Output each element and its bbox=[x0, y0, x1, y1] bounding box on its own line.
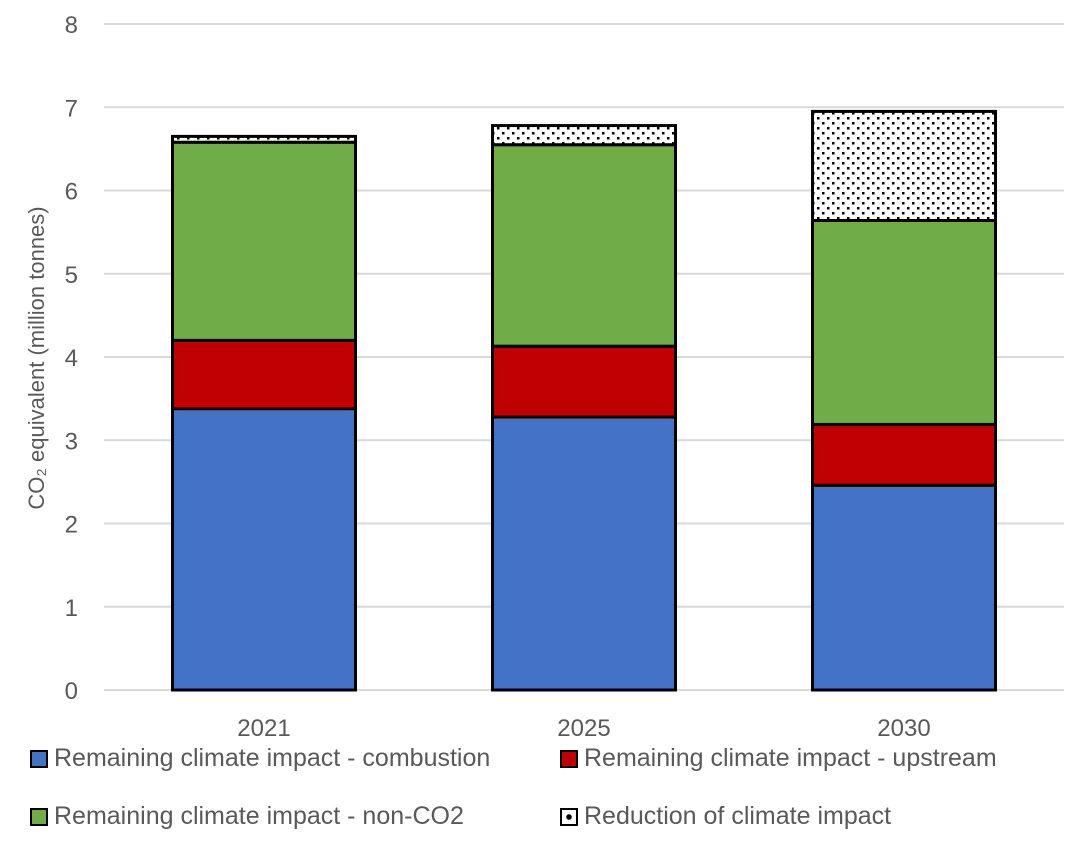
bar-segment bbox=[811, 109, 997, 222]
legend-label: Reduction of climate impact bbox=[584, 802, 892, 830]
x-tick-label: 2030 bbox=[877, 715, 930, 740]
y-tick-label: 4 bbox=[65, 345, 78, 372]
y-tick-label: 2 bbox=[65, 512, 78, 539]
y-tick-label: 7 bbox=[65, 95, 78, 122]
y-axis-title: CO₂ equivalent (million tonnes) bbox=[24, 206, 49, 509]
legend-label: Remaining climate impact - combustion bbox=[54, 744, 491, 772]
y-tick-labels: 0 1 2 3 4 5 6 7 8 bbox=[65, 12, 78, 705]
bar-segment bbox=[491, 344, 677, 419]
y-tick-label: 8 bbox=[65, 12, 78, 39]
legend-item: Reduction of climate impact bbox=[560, 802, 891, 831]
bars bbox=[171, 109, 997, 692]
bar-segment bbox=[491, 124, 677, 147]
bar-segment bbox=[171, 407, 357, 692]
bar-segment bbox=[491, 415, 677, 692]
bar-segment bbox=[811, 422, 997, 487]
x-tick-labels: 2021 2025 2030 bbox=[237, 715, 930, 740]
legend-swatch bbox=[560, 749, 578, 768]
legend-label: Remaining climate impact - upstream bbox=[584, 744, 997, 772]
bar-segment bbox=[811, 218, 997, 426]
y-tick-label: 1 bbox=[65, 595, 78, 622]
legend-item: Remaining climate impact - non-CO2 bbox=[30, 802, 464, 831]
y-tick-label: 3 bbox=[65, 428, 78, 455]
y-tick-label: 0 bbox=[65, 678, 78, 705]
y-tick-label: 6 bbox=[65, 179, 78, 206]
bar-segment bbox=[171, 338, 357, 411]
stacked-bar-chart: 0 1 2 3 4 5 6 7 8 2021 2025 2030 CO₂ equivalent (m… bbox=[24, 12, 1064, 740]
legend-item: Remaining climate impact - combustion bbox=[30, 744, 490, 773]
bar-segment bbox=[171, 140, 357, 342]
legend-swatch bbox=[30, 807, 48, 826]
legend-swatch bbox=[30, 749, 48, 768]
legend-swatch bbox=[560, 807, 578, 826]
x-tick-label: 2025 bbox=[557, 715, 610, 740]
legend-label: Remaining climate impact - non-CO2 bbox=[54, 802, 464, 830]
bar-segment bbox=[171, 134, 357, 144]
x-tick-label: 2021 bbox=[237, 715, 290, 740]
legend-item: Remaining climate impact - upstream bbox=[560, 744, 997, 773]
bar-segment bbox=[811, 483, 997, 692]
bar-segment bbox=[491, 143, 677, 348]
y-tick-label: 5 bbox=[65, 262, 78, 289]
